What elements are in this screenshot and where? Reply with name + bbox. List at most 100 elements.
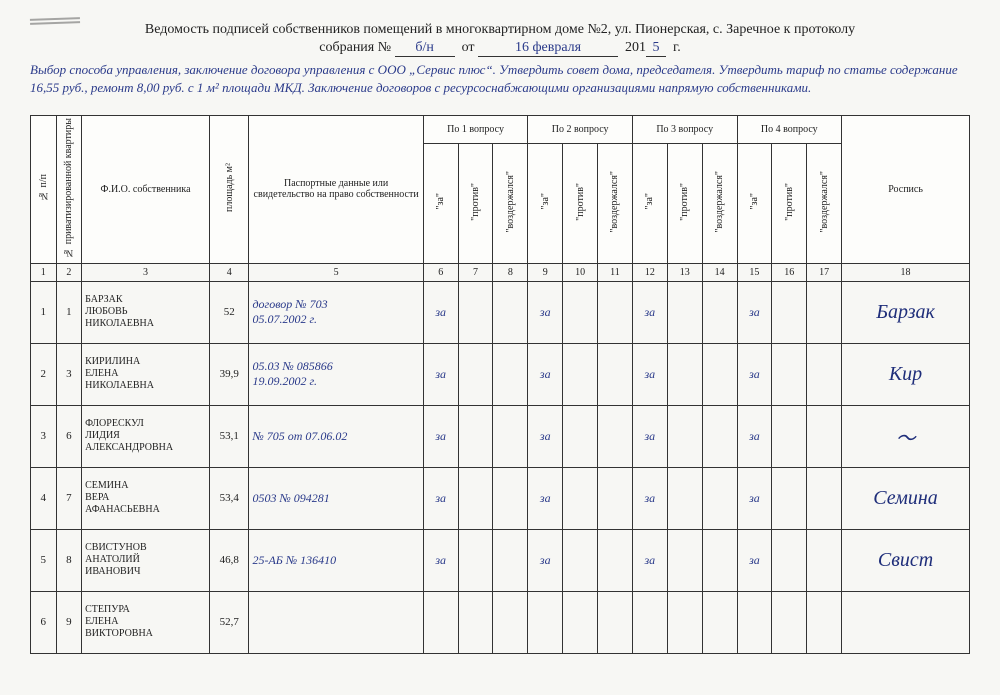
table-row: 58СВИСТУНОВАНАТОЛИЙИВАНОВИЧ46,825-АБ № 1… bbox=[31, 529, 970, 591]
cell-vote-11 bbox=[807, 467, 842, 529]
cell-vote-6: за bbox=[632, 467, 667, 529]
cell-signature bbox=[842, 591, 970, 653]
cell-n: 6 bbox=[31, 591, 57, 653]
cell-doc: 05.03 № 08586619.09.2002 г. bbox=[249, 343, 423, 405]
cell-vote-0: за bbox=[423, 467, 458, 529]
table-row: 36ФЛОРЕСКУЛЛИДИЯАЛЕКСАНДРОВНА53,1№ 705 о… bbox=[31, 405, 970, 467]
cell-vote-7 bbox=[667, 281, 702, 343]
cell-n: 1 bbox=[31, 281, 57, 343]
title-line-1: Ведомость подписей собственников помещен… bbox=[30, 22, 970, 38]
agenda-handwritten: Выбор способа управления, заключение дог… bbox=[30, 61, 970, 109]
cell-area: 52 bbox=[209, 281, 249, 343]
cell-vote-0 bbox=[423, 591, 458, 653]
title-line-2: собрания № б/н от 16 февраля 2015 г. bbox=[30, 40, 970, 57]
cell-vote-5 bbox=[598, 467, 633, 529]
cell-n: 2 bbox=[31, 343, 57, 405]
cell-vote-5 bbox=[598, 343, 633, 405]
cell-vote-6 bbox=[632, 591, 667, 653]
cell-vote-8 bbox=[702, 529, 737, 591]
cell-fio: СВИСТУНОВАНАТОЛИЙИВАНОВИЧ bbox=[82, 529, 210, 591]
cell-vote-11 bbox=[807, 281, 842, 343]
cell-vote-0: за bbox=[423, 529, 458, 591]
cell-vote-10 bbox=[772, 281, 807, 343]
cell-doc: договор № 70305.07.2002 г. bbox=[249, 281, 423, 343]
column-number-row: 12345 678 91011 121314 151617 18 bbox=[31, 263, 970, 281]
cell-vote-11 bbox=[807, 591, 842, 653]
col-apt: № приватизированной квартиры bbox=[56, 116, 82, 264]
cell-vote-8 bbox=[702, 281, 737, 343]
cell-vote-7 bbox=[667, 405, 702, 467]
cell-vote-9: за bbox=[737, 529, 772, 591]
cell-n: 4 bbox=[31, 467, 57, 529]
cell-fio: КИРИЛИНАЕЛЕНАНИКОЛАЕВНА bbox=[82, 343, 210, 405]
col-sig: Роспись bbox=[842, 116, 970, 264]
cell-vote-1 bbox=[458, 591, 493, 653]
table-row: 69СТЕПУРАЕЛЕНАВИКТОРОВНА52,7 bbox=[31, 591, 970, 653]
table-row: 23КИРИЛИНАЕЛЕНАНИКОЛАЕВНА39,905.03 № 085… bbox=[31, 343, 970, 405]
col-q1: По 1 вопросу bbox=[423, 116, 528, 144]
col-q4: По 4 вопросу bbox=[737, 116, 842, 144]
cell-area: 53,1 bbox=[209, 405, 249, 467]
cell-vote-10 bbox=[772, 529, 807, 591]
cell-vote-6: за bbox=[632, 405, 667, 467]
col-n: № п/п bbox=[31, 116, 57, 264]
cell-vote-6: за bbox=[632, 529, 667, 591]
cell-vote-2 bbox=[493, 405, 528, 467]
cell-vote-4 bbox=[563, 467, 598, 529]
cell-vote-1 bbox=[458, 529, 493, 591]
cell-vote-0: за bbox=[423, 343, 458, 405]
col-doc: Паспортные данные или свидетельство на п… bbox=[249, 116, 423, 264]
cell-n: 5 bbox=[31, 529, 57, 591]
cell-apt: 8 bbox=[56, 529, 82, 591]
cell-vote-3: за bbox=[528, 343, 563, 405]
cell-fio: ФЛОРЕСКУЛЛИДИЯАЛЕКСАНДРОВНА bbox=[82, 405, 210, 467]
cell-vote-11 bbox=[807, 529, 842, 591]
cell-doc bbox=[249, 591, 423, 653]
cell-vote-4 bbox=[563, 343, 598, 405]
cell-apt: 1 bbox=[56, 281, 82, 343]
cell-vote-11 bbox=[807, 343, 842, 405]
cell-vote-2 bbox=[493, 343, 528, 405]
cell-vote-1 bbox=[458, 467, 493, 529]
cell-vote-3: за bbox=[528, 281, 563, 343]
cell-vote-7 bbox=[667, 591, 702, 653]
cell-vote-10 bbox=[772, 591, 807, 653]
cell-vote-2 bbox=[493, 467, 528, 529]
cell-vote-0: за bbox=[423, 405, 458, 467]
cell-vote-9 bbox=[737, 591, 772, 653]
meeting-year-last: 5 bbox=[646, 40, 666, 57]
table-row: 47СЕМИНАВЕРААФАНАСЬЕВНА53,40503 № 094281… bbox=[31, 467, 970, 529]
cell-area: 53,4 bbox=[209, 467, 249, 529]
cell-n: 3 bbox=[31, 405, 57, 467]
cell-doc: 25-АБ № 136410 bbox=[249, 529, 423, 591]
cell-vote-11 bbox=[807, 405, 842, 467]
cell-vote-2 bbox=[493, 529, 528, 591]
cell-fio: БАРЗАКЛЮБОВЬНИКОЛАЕВНА bbox=[82, 281, 210, 343]
cell-vote-9: за bbox=[737, 467, 772, 529]
col-q3: По 3 вопросу bbox=[632, 116, 737, 144]
cell-apt: 6 bbox=[56, 405, 82, 467]
cell-apt: 7 bbox=[56, 467, 82, 529]
cell-doc: № 705 от 07.06.02 bbox=[249, 405, 423, 467]
cell-fio: СЕМИНАВЕРААФАНАСЬЕВНА bbox=[82, 467, 210, 529]
cell-vote-4 bbox=[563, 591, 598, 653]
cell-vote-1 bbox=[458, 343, 493, 405]
cell-vote-5 bbox=[598, 405, 633, 467]
cell-vote-6: за bbox=[632, 281, 667, 343]
cell-vote-3: за bbox=[528, 405, 563, 467]
col-area: площадь м² bbox=[209, 116, 249, 264]
cell-vote-3 bbox=[528, 591, 563, 653]
meeting-number: б/н bbox=[395, 40, 455, 57]
meeting-date: 16 февраля bbox=[478, 40, 618, 57]
cell-vote-5 bbox=[598, 529, 633, 591]
cell-vote-1 bbox=[458, 281, 493, 343]
table-row: 11БАРЗАКЛЮБОВЬНИКОЛАЕВНА52договор № 7030… bbox=[31, 281, 970, 343]
cell-vote-5 bbox=[598, 281, 633, 343]
cell-vote-4 bbox=[563, 281, 598, 343]
col-fio: Ф.И.О. собственника bbox=[82, 116, 210, 264]
page-title: Ведомость подписей собственников помещен… bbox=[30, 22, 970, 57]
cell-vote-10 bbox=[772, 405, 807, 467]
cell-vote-7 bbox=[667, 467, 702, 529]
cell-vote-8 bbox=[702, 467, 737, 529]
signatures-table: № п/п № приватизированной квартиры Ф.И.О… bbox=[30, 115, 970, 654]
